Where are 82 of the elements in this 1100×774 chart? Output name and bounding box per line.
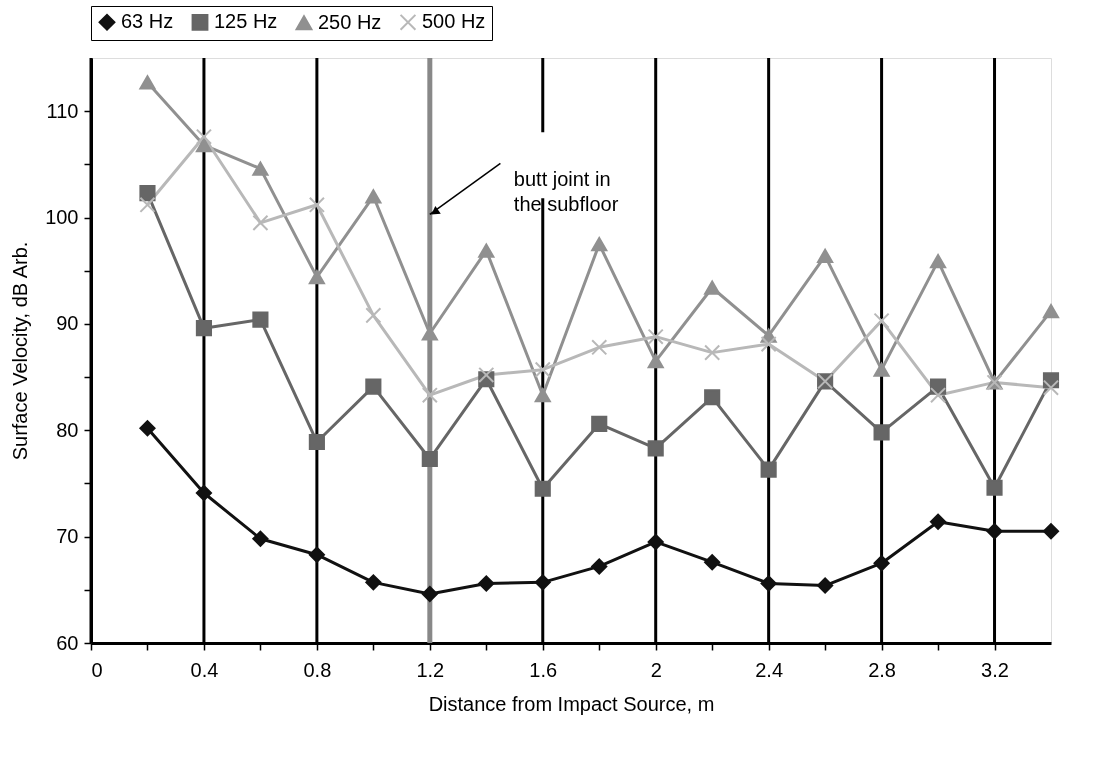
point	[421, 586, 438, 603]
point	[929, 387, 947, 404]
point	[817, 248, 834, 263]
point	[760, 336, 777, 353]
point	[421, 387, 438, 404]
point	[986, 523, 1003, 540]
point	[195, 484, 213, 502]
point	[421, 326, 438, 341]
x-tick-label: 0.4	[190, 658, 219, 681]
point	[929, 513, 947, 530]
point	[647, 533, 664, 551]
point	[591, 339, 608, 356]
y-tick-label: 90	[56, 312, 79, 335]
point	[1042, 523, 1060, 540]
legend-label: 250 Hz	[318, 10, 382, 33]
y-tick-label: 60	[56, 631, 79, 654]
x-axis-title: Distance from Impact Source, m	[428, 692, 715, 715]
point	[195, 320, 213, 337]
point	[534, 574, 551, 591]
point	[704, 344, 721, 361]
point	[591, 415, 608, 432]
y-tick-label: 110	[46, 99, 79, 122]
legend-label: 500 Hz	[422, 10, 486, 33]
point	[252, 530, 269, 547]
x-tick-label: 1.2	[416, 658, 445, 681]
point	[873, 555, 890, 572]
point	[986, 479, 1003, 496]
point	[647, 354, 664, 369]
point	[252, 311, 269, 328]
point	[534, 361, 551, 378]
point	[647, 440, 664, 457]
y-tick-label: 80	[56, 418, 79, 441]
point	[817, 577, 834, 594]
point	[1042, 304, 1060, 319]
point	[478, 243, 495, 258]
point	[252, 214, 269, 231]
point	[873, 362, 890, 377]
point	[195, 128, 213, 145]
point	[252, 161, 269, 176]
point	[365, 189, 382, 204]
point	[308, 269, 325, 285]
x-tick-label: 2.4	[755, 658, 784, 681]
legend-label: 125 Hz	[214, 10, 278, 33]
x-tick-label: 0	[91, 658, 103, 681]
y-tick-label: 100	[45, 206, 79, 229]
point	[760, 461, 777, 478]
point	[534, 388, 551, 403]
point	[1042, 379, 1060, 396]
y-tick-label: 70	[56, 525, 79, 548]
point	[365, 307, 382, 324]
point	[308, 196, 325, 213]
x-tick-label: 0.8	[303, 658, 332, 681]
point	[139, 420, 156, 437]
point	[704, 389, 721, 406]
point	[760, 575, 777, 592]
legend-label: 63 Hz	[121, 10, 174, 33]
point	[478, 366, 495, 384]
x-tick-label: 1.6	[529, 658, 558, 681]
point	[195, 138, 213, 153]
point	[534, 480, 551, 497]
point	[365, 574, 382, 591]
point	[647, 328, 664, 345]
point	[139, 196, 156, 213]
point	[365, 378, 382, 395]
x-tick-label: 2	[650, 658, 662, 681]
point	[929, 254, 947, 269]
point	[139, 185, 156, 202]
point	[421, 450, 438, 468]
point	[139, 75, 156, 90]
point	[478, 575, 495, 592]
point	[704, 280, 721, 295]
point	[873, 312, 890, 329]
y-axis-title: Surface Velocity, dB Arb.	[9, 241, 32, 461]
point	[704, 554, 721, 571]
x-tick-label: 2.8	[868, 658, 896, 681]
point	[873, 424, 890, 441]
annotation: butt joint in the subfloor	[513, 168, 619, 216]
point	[308, 546, 325, 563]
point	[308, 433, 325, 451]
point	[591, 237, 608, 252]
point	[591, 558, 608, 575]
x-tick-label: 3.2	[981, 658, 1009, 681]
